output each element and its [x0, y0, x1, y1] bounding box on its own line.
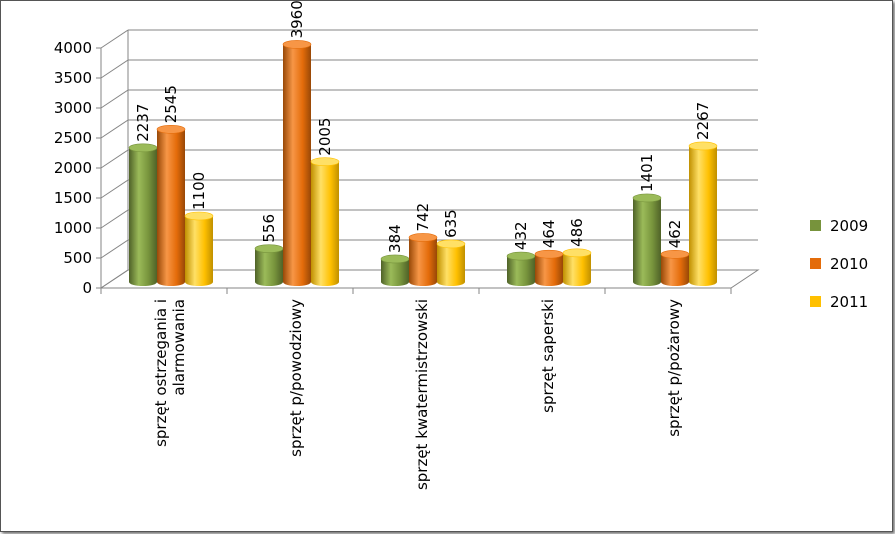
y-tick-label: 500	[63, 249, 92, 267]
gridline-depth	[100, 89, 129, 109]
bar-body	[535, 254, 563, 286]
category-label: alarmowania	[170, 299, 188, 396]
bar-body	[661, 254, 689, 286]
bar-top	[660, 249, 690, 259]
legend-label-2010: 2010	[830, 255, 868, 273]
bar-top	[282, 40, 312, 49]
legend-swatch-2009	[810, 220, 821, 231]
data-label: 3960	[288, 1, 306, 38]
bar-top	[254, 244, 284, 253]
data-label: 556	[260, 214, 278, 243]
legend-swatch-2010	[810, 258, 821, 269]
axes: 0 500 1000 1500 2000 2500 3000 3500 4000	[54, 39, 760, 297]
y-tick-label: 2500	[54, 129, 92, 147]
legend: 2009 2010 2011	[810, 217, 868, 311]
y-tick-label: 1000	[54, 219, 92, 237]
bar-top	[562, 248, 592, 258]
category-label: sprzęt saperski	[539, 299, 557, 413]
category-label: sprzęt p/pożarowy	[665, 299, 683, 437]
data-label: 742	[414, 203, 432, 232]
y-tick-label: 0	[82, 279, 92, 297]
gridline-depth	[100, 29, 129, 49]
bar-2009-2	[380, 254, 410, 286]
bar-body	[633, 197, 661, 286]
bar-2010-3	[534, 249, 564, 286]
y-tick-label: 4000	[54, 39, 92, 57]
bar-body	[311, 161, 339, 286]
bar-2010-0	[156, 125, 186, 286]
data-label: 432	[512, 221, 530, 250]
data-label: 2267	[694, 102, 712, 140]
bar-top	[310, 157, 340, 166]
bar-top	[128, 143, 158, 153]
y-tick-label: 3500	[54, 69, 92, 87]
bar-2011-3	[562, 248, 592, 286]
bar-top	[632, 193, 662, 203]
category-label: sprzęt p/powodziowy	[287, 299, 305, 457]
bar-body	[157, 129, 185, 286]
bar-2011-4	[688, 141, 718, 286]
data-label: 384	[386, 224, 404, 253]
gridline-depth	[100, 179, 129, 199]
bar-top	[534, 249, 564, 259]
bar-body	[381, 258, 409, 286]
category-label: sprzęt kwatermistrzowski	[413, 299, 431, 490]
bar-2010-4	[660, 249, 690, 286]
floor	[99, 269, 760, 289]
bar-2010-1	[282, 40, 312, 287]
bar-2011-1	[310, 157, 340, 286]
gridline-depth	[100, 149, 129, 169]
bar-body	[563, 252, 591, 286]
bar-top	[380, 254, 410, 264]
bar-2011-2	[436, 239, 466, 286]
y-tick-label: 3000	[54, 99, 92, 117]
bar-top	[506, 251, 536, 261]
legend-label-2011: 2011	[830, 293, 868, 311]
bar-body	[507, 256, 535, 286]
bar-2011-0	[184, 211, 214, 286]
category-labels: sprzęt ostrzegania i alarmowania sprzęt p/…	[152, 299, 683, 490]
data-label: 462	[666, 220, 684, 249]
data-label: 635	[442, 209, 460, 238]
bars	[128, 40, 718, 287]
bar-body	[409, 237, 437, 286]
bar-body	[129, 147, 157, 286]
bar-top	[436, 239, 466, 249]
legend-swatch-2011	[810, 296, 821, 307]
bar-body	[689, 145, 717, 286]
y-tick-label: 1500	[54, 189, 92, 207]
bar-top	[408, 233, 438, 242]
bar-body	[255, 248, 283, 286]
bar-2009-3	[506, 251, 536, 286]
gridlines	[100, 29, 758, 289]
data-label: 486	[568, 218, 586, 247]
gridline-depth	[100, 209, 129, 229]
y-tick-label: 2000	[54, 159, 92, 177]
bar-2010-2	[408, 233, 438, 286]
data-label: 1100	[190, 172, 208, 210]
bar-top	[156, 125, 186, 134]
data-label: 464	[540, 220, 558, 249]
category-label: sprzęt ostrzegania i	[152, 299, 170, 447]
bar-2009-1	[254, 244, 284, 286]
data-label: 2005	[316, 118, 334, 156]
legend-label-2009: 2009	[830, 217, 868, 235]
bar-2009-0	[128, 143, 158, 286]
data-label: 2237	[134, 104, 152, 142]
data-label: 1401	[638, 154, 656, 192]
data-labels: 2237 2545 1100 556 3960 2005 384 742 635 432 464 48…	[134, 1, 712, 253]
bar-2009-4	[632, 193, 662, 286]
bar-body	[283, 44, 311, 287]
bar-top	[184, 211, 214, 221]
bar-body	[185, 216, 213, 286]
gridline-depth	[100, 59, 129, 79]
bar-body	[437, 243, 465, 286]
data-label: 2545	[162, 85, 180, 123]
gridline-depth	[100, 239, 129, 259]
gridline-depth	[100, 119, 129, 139]
bar-top	[688, 141, 718, 151]
